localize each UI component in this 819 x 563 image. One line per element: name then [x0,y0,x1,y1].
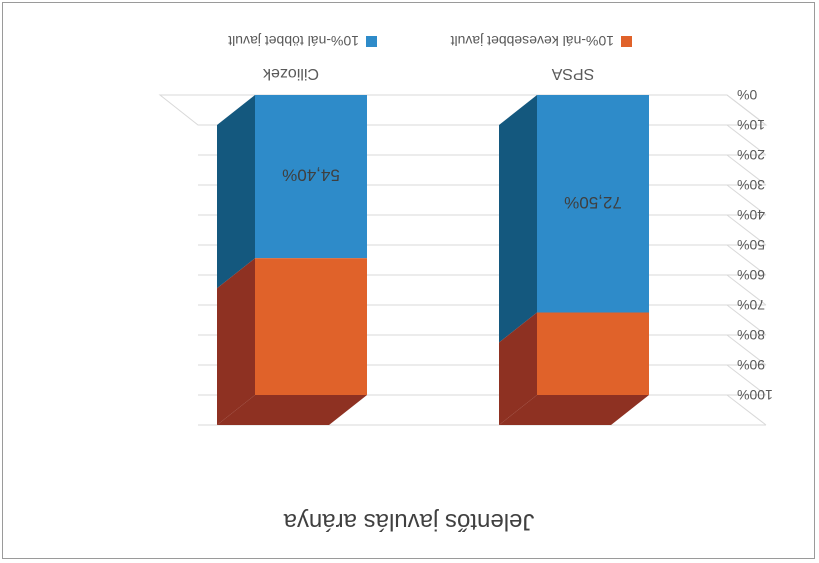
gridline-side [726,244,767,276]
y-tick-label: 70% [737,297,765,313]
legend-label: 10%-nál többet javult [228,33,359,49]
legend-swatch [621,36,632,47]
gridline-side [726,124,767,156]
data-label: 72,50% [564,193,622,212]
bar-top [499,395,649,425]
bar-front [537,95,649,313]
gridline-side [726,364,767,396]
chart-rotated-group: 0% 10% 20% 30% 40% 50% 60% 70% 80% 90% 100% 72,50% S… [158,33,773,535]
legend-label: 10%-nál kevesebbet javult [450,33,614,49]
y-tick-label: 40% [737,207,765,223]
y-tick-label: 100% [737,387,773,403]
gridline-side [726,334,767,366]
y-tick-label: 30% [737,177,765,193]
bar-side [499,312,537,425]
y-tick-label: 0% [737,87,757,103]
category-label: SPSA [551,65,594,82]
data-label: 54,40% [282,166,340,185]
bar-front [537,312,649,395]
y-tick-label: 90% [737,357,765,373]
gridline-side [726,184,767,216]
bar-top [217,395,367,425]
y-tick-label: 20% [737,147,765,163]
y-tick-label: 50% [737,237,765,253]
gridline-side [726,154,767,186]
bar-side [499,95,537,343]
bar-side [217,258,255,425]
chart-title: Jelentős javulás aránya [283,508,534,535]
gridline-side [726,304,767,336]
y-tick-label: 10% [737,117,765,133]
gridline-side [726,394,767,426]
legend-swatch [366,36,377,47]
gridline-side [726,214,767,246]
bar-front [255,95,367,259]
category-label: Ciliozek [262,65,319,82]
y-tick-label: 60% [737,267,765,283]
y-tick-label: 80% [737,327,765,343]
bar-front [255,258,367,395]
bar-side [217,95,255,289]
gridline-side [726,274,767,306]
